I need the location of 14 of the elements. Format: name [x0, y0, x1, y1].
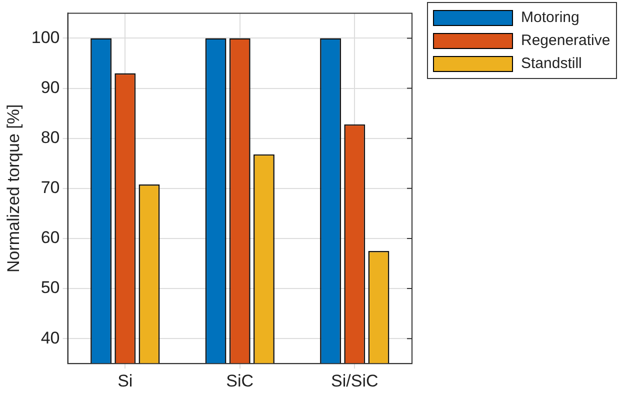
- y-axis-title: Normalized torque [%]: [4, 104, 23, 272]
- y-tick-label: 80: [40, 128, 60, 148]
- y-tick-label: 100: [31, 28, 60, 47]
- y-tick-label: 70: [40, 178, 60, 198]
- y-tick-label: 50: [40, 278, 60, 298]
- text: Motoring: [521, 9, 580, 26]
- x-tick-label: SiC: [226, 371, 254, 390]
- y-tick-label: 60: [40, 228, 60, 248]
- text: Regenerative: [521, 32, 610, 49]
- x-tick-label: Si: [118, 371, 133, 390]
- text: Standstill: [521, 55, 582, 72]
- x-tick-label: Si/SiC: [331, 371, 378, 390]
- y-tick-label: 90: [40, 78, 60, 97]
- y-tick-label: 40: [40, 328, 60, 348]
